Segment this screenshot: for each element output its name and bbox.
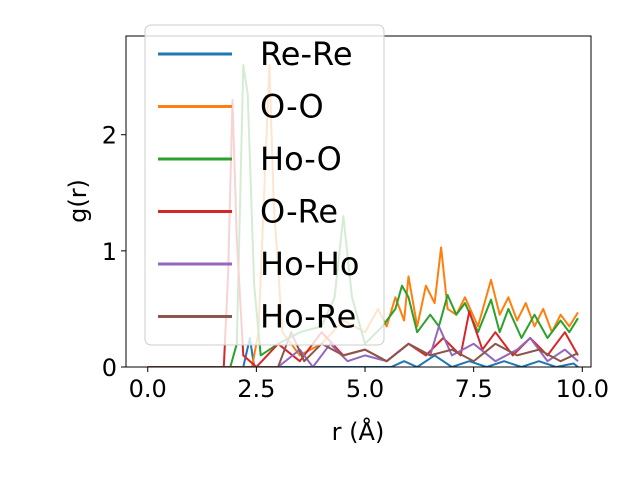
legend-label-ho-re: Ho-Re [260,298,356,336]
y-tick-label: 1 [102,238,117,266]
legend: Re-Re O-O Ho-O O-Re Ho-Ho Ho-Re [144,24,385,346]
y-tick-label: 0 [102,354,117,382]
ticks-layer: 0.0 2.5 5.0 7.5 10.0 0 1 2 [102,122,609,403]
x-axis-label: r (Å) [332,417,385,446]
y-tick-label: 2 [102,122,117,150]
x-tick-label: 7.5 [455,375,493,403]
x-tick-label: 0.0 [129,375,167,403]
legend-label-ho-ho: Ho-Ho [260,245,359,283]
x-tick-label: 5.0 [346,375,384,403]
series-line-re-re [147,337,579,367]
series-line-ho-re [147,331,579,367]
legend-label-re-re: Re-Re [260,35,353,73]
legend-label-o-re: O-Re [260,193,338,231]
legend-label-o-o: O-O [260,88,324,126]
x-tick-label: 2.5 [237,375,275,403]
y-axis-label: g(r) [64,179,92,223]
legend-label-ho-o: Ho-O [260,140,342,178]
x-tick-label: 10.0 [556,375,609,403]
